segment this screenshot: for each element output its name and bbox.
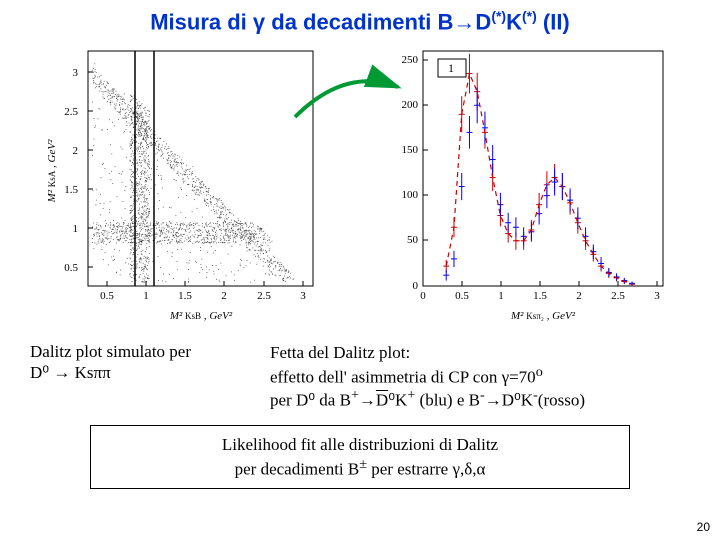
caption-text: (rosso) [538, 391, 585, 410]
caption-text: → [359, 391, 376, 410]
sup: + [351, 387, 359, 403]
caption-right: Fetta del Dalitz plot: effetto dell' asi… [270, 342, 690, 411]
svg-text:1: 1 [72, 223, 78, 235]
caption-text: →D⁰K [485, 391, 533, 410]
svg-text:0: 0 [420, 290, 426, 302]
caption-text: Fetta del Dalitz plot: [270, 343, 410, 362]
title-sup: (*) [491, 8, 506, 24]
caption-text: per D⁰ da B [270, 391, 351, 410]
caption-text: Dalitz plot simulato per [30, 342, 191, 361]
slice-xlabel: M² Ksπ₂ , GeV² [510, 310, 576, 322]
title-part: Misura di [150, 9, 253, 34]
svg-text:2.5: 2.5 [257, 290, 271, 302]
svg-text:2: 2 [221, 290, 227, 302]
svg-text:3: 3 [654, 290, 660, 302]
bottom-box: Likelihood fit alle distribuzioni di Dal… [90, 425, 630, 488]
svg-text:2.5: 2.5 [611, 290, 625, 302]
svg-text:2: 2 [576, 290, 582, 302]
slice-plot: 0 50 100 150 200 250 0 0.5 1 1.5 2 2.5 3… [378, 41, 678, 336]
captions-row: Dalitz plot simulato per D⁰ → Ksππ Fetta… [0, 336, 720, 411]
dalitz-xlabel: M² KsB , GeV² [168, 310, 232, 322]
svg-text:150: 150 [401, 144, 418, 156]
svg-text:50: 50 [407, 234, 419, 246]
bottom-text: Likelihood fit alle distribuzioni di Dal… [222, 435, 498, 454]
svg-text:1.5: 1.5 [64, 184, 78, 196]
title-part: K [506, 9, 522, 34]
bottom-text: γ,δ,α [452, 459, 485, 478]
title-sup: (*) [522, 8, 537, 24]
svg-text:1: 1 [143, 290, 149, 302]
svg-text:0: 0 [412, 280, 418, 292]
arrow-icon [290, 57, 410, 137]
gamma: γ [502, 367, 510, 386]
svg-text:2.5: 2.5 [64, 106, 78, 118]
svg-text:1.5: 1.5 [533, 290, 547, 302]
page-number: 20 [697, 520, 710, 534]
caption-text: ⁰K [388, 391, 407, 410]
slide-title: Misura di γ da decadimenti B→D(*)K(*) (I… [0, 0, 720, 37]
charts-row: 0.5 1 1.5 2 2.5 3 0.5 1 1.5 2 2.5 3 M² K… [0, 37, 720, 336]
caption-left: Dalitz plot simulato per D⁰ → Ksππ [30, 342, 250, 411]
svg-text:3: 3 [72, 67, 78, 79]
title-gamma: γ [253, 9, 265, 34]
dalitz-ylabel: M² KsA , GeV² [46, 139, 58, 204]
svg-text:0.5: 0.5 [100, 290, 114, 302]
svg-text:1: 1 [448, 61, 454, 75]
dalitz-plot: 0.5 1 1.5 2 2.5 3 0.5 1 1.5 2 2.5 3 M² K… [43, 41, 333, 336]
title-part: da decadimenti B→D [265, 9, 491, 34]
svg-text:3: 3 [300, 290, 306, 302]
svg-text:0.5: 0.5 [455, 290, 469, 302]
svg-text:1: 1 [498, 290, 504, 302]
dbar: D [376, 391, 388, 410]
bottom-text: per decadimenti B [235, 459, 360, 478]
title-part: (II) [537, 9, 570, 34]
caption-text: effetto dell' asimmetria di CP con [270, 367, 502, 386]
svg-text:100: 100 [401, 189, 418, 201]
caption-text: =70 [509, 367, 536, 386]
svg-text:2: 2 [72, 145, 78, 157]
degree: o [536, 364, 543, 380]
caption-text: D⁰ → Ksππ [30, 363, 111, 382]
svg-text:0.5: 0.5 [64, 262, 78, 274]
bottom-text: per estrarre [367, 459, 452, 478]
sup: ± [359, 456, 367, 472]
caption-text: (blu) e B [415, 391, 480, 410]
svg-text:1.5: 1.5 [178, 290, 192, 302]
